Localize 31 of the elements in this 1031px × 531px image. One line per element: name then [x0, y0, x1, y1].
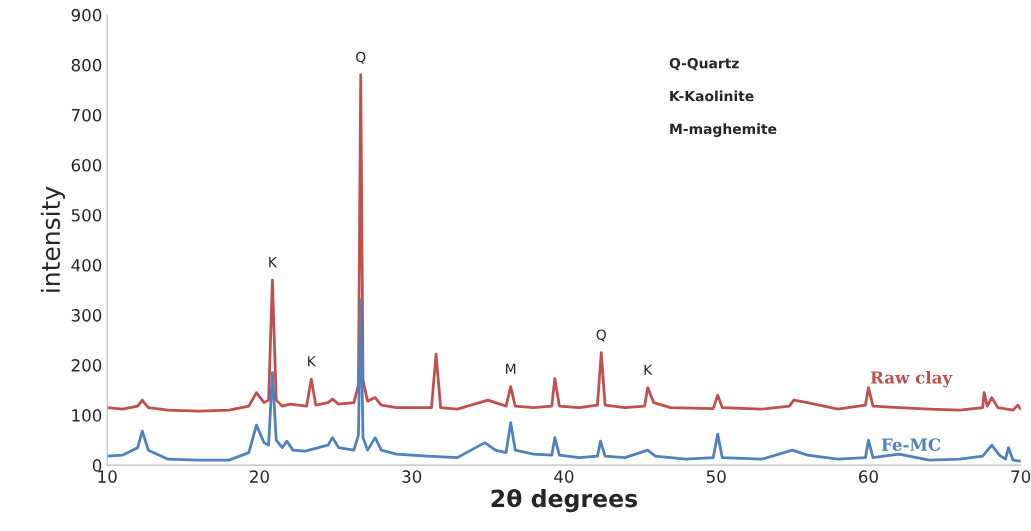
- x-tick-label: 60: [859, 470, 878, 483]
- annotation: K: [308, 356, 317, 367]
- x-tick-label: 10: [98, 470, 117, 483]
- x-tick-label: 40: [554, 470, 574, 483]
- y-tick-label: 200: [71, 359, 102, 372]
- annotation: Q-Quartz: [669, 57, 739, 71]
- y-tick-label: 900: [71, 8, 102, 22]
- annotation: Q: [596, 329, 606, 342]
- y-tick-label: 800: [71, 58, 102, 72]
- x-axis-title: 2θ degrees: [491, 488, 638, 513]
- y-tick-label: 400: [71, 258, 102, 272]
- y-tick-label: 300: [71, 309, 102, 322]
- annotation: M: [506, 363, 516, 374]
- y-tick-label: 700: [71, 108, 102, 122]
- annotation: M-maghemite: [670, 123, 777, 137]
- x-tick-label: 50: [706, 470, 726, 483]
- x-tick-label: 20: [250, 470, 269, 483]
- series-label: Fe-MC: [881, 438, 941, 451]
- y-tick-label: 500: [71, 208, 102, 222]
- y-tick-label: 0: [92, 459, 102, 472]
- annotation: Q: [356, 51, 366, 64]
- series-label: Raw clay: [870, 370, 953, 388]
- annotation: K: [269, 257, 278, 268]
- x-tick-label: 30: [402, 470, 422, 483]
- y-axis-title: intensity: [40, 186, 65, 292]
- y-tick-label: 100: [72, 409, 102, 422]
- y-tick-label: 600: [71, 158, 102, 172]
- annotation: K: [644, 364, 653, 375]
- annotation: K-Kaolinite: [670, 90, 754, 102]
- line-series: [107, 73, 1021, 413]
- x-tick-label: 70: [1011, 470, 1031, 483]
